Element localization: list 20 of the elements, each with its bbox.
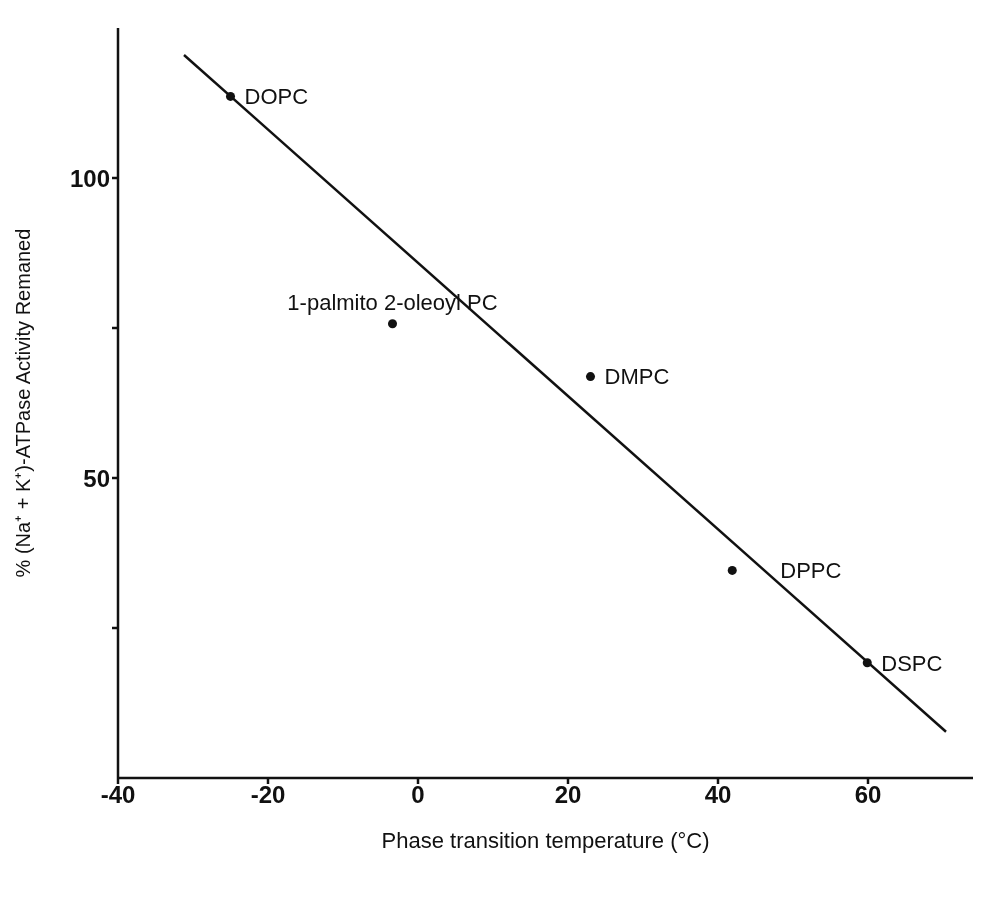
- x-tick-label: -20: [250, 781, 286, 809]
- x-tick-label: -40: [100, 781, 136, 809]
- point: [862, 658, 872, 668]
- point: [225, 91, 236, 101]
- annotation: DOPC: [244, 84, 309, 110]
- x-tick-label: 20: [554, 781, 582, 809]
- point: [585, 372, 596, 382]
- y-axis-title: % (Na⁺ + K⁺)-ATPase Activity Remaned: [12, 228, 35, 578]
- x-tick-label: 0: [411, 781, 425, 809]
- x-tick-label: 40: [704, 781, 732, 809]
- annotation: 1-palmito 2-oleoyl PC: [287, 289, 498, 315]
- x-axis-title: Phase transition temperature (°C): [381, 828, 710, 853]
- point: [727, 565, 737, 575]
- point: [387, 319, 398, 329]
- annotation: DPPC: [780, 558, 842, 584]
- y-tick-label: 100: [69, 164, 110, 192]
- annotation: DMPC: [604, 364, 670, 390]
- x-tick-label: 60: [854, 781, 882, 809]
- y-tick-label: 50: [83, 464, 110, 492]
- annotation: DSPC: [881, 650, 943, 676]
